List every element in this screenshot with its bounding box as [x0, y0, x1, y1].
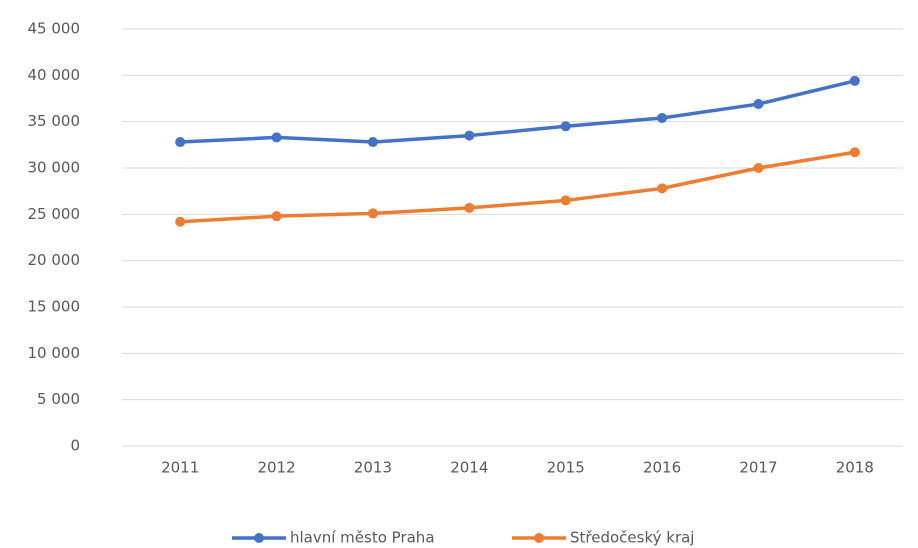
series-line — [178, 150, 857, 224]
x-tick-label: 2011 — [161, 459, 199, 477]
x-tick-label: 2016 — [643, 459, 681, 477]
point-marker — [657, 112, 668, 123]
legend-label: hlavní město Praha — [290, 529, 435, 547]
x-tick-label: 2012 — [257, 459, 295, 477]
x-tick-label: 2013 — [354, 459, 392, 477]
x-tick-label: 2015 — [547, 459, 585, 477]
y-tick-label: 25 000 — [28, 205, 81, 223]
point-marker — [175, 216, 186, 227]
point-marker — [271, 211, 282, 222]
point-marker — [367, 208, 378, 219]
point-marker — [560, 121, 571, 132]
point-marker — [753, 163, 764, 173]
x-tick-label: 2018 — [836, 459, 874, 477]
y-tick-label: 30 000 — [28, 159, 81, 177]
y-tick-label: 10 000 — [28, 344, 81, 362]
y-tick-label: 40 000 — [28, 66, 81, 84]
point-marker — [560, 195, 571, 206]
point-marker — [849, 147, 860, 158]
y-tick-label: 0 — [70, 437, 80, 455]
y-tick-label: 20 000 — [28, 251, 81, 269]
point-marker — [657, 183, 668, 194]
legend-item: hlavní město Praha — [232, 529, 435, 547]
legend-marker — [534, 533, 544, 543]
y-tick-label: 45 000 — [28, 20, 81, 38]
y-tick-label: 15 000 — [28, 298, 81, 316]
point-marker — [367, 137, 378, 148]
x-tick-label: 2017 — [739, 459, 777, 477]
y-tick-label: 35 000 — [28, 112, 81, 130]
legend-item: Středočeský kraj — [512, 529, 694, 547]
y-tick-label: 5 000 — [37, 390, 80, 408]
point-marker — [175, 137, 186, 148]
point-marker — [271, 132, 282, 143]
point-marker — [849, 75, 860, 86]
x-tick-label: 2014 — [450, 459, 488, 477]
point-marker — [464, 130, 475, 141]
series-line — [178, 79, 857, 144]
legend-marker — [254, 533, 264, 543]
legend-label: Středočeský kraj — [570, 529, 694, 547]
point-marker — [464, 202, 475, 213]
point-marker — [753, 99, 764, 110]
